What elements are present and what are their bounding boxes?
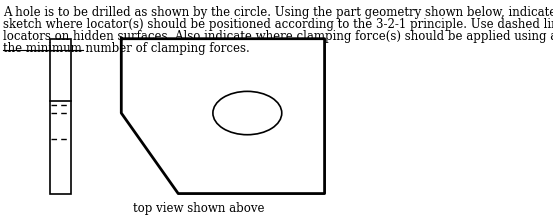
Text: A hole is to be drilled as shown by the circle. Using the part geometry shown be: A hole is to be drilled as shown by the … bbox=[3, 7, 553, 19]
Text: sketch where locator(s) should be positioned according to the 3-2-1 principle. U: sketch where locator(s) should be positi… bbox=[3, 18, 553, 31]
Circle shape bbox=[213, 91, 282, 135]
Text: locators on hidden surfaces. Also indicate where clamping force(s) should be app: locators on hidden surfaces. Also indica… bbox=[3, 30, 553, 43]
Text: top view shown above: top view shown above bbox=[133, 202, 264, 215]
Bar bbox=[50, 39, 71, 194]
Text: the minimum number of clamping forces.: the minimum number of clamping forces. bbox=[3, 42, 250, 55]
